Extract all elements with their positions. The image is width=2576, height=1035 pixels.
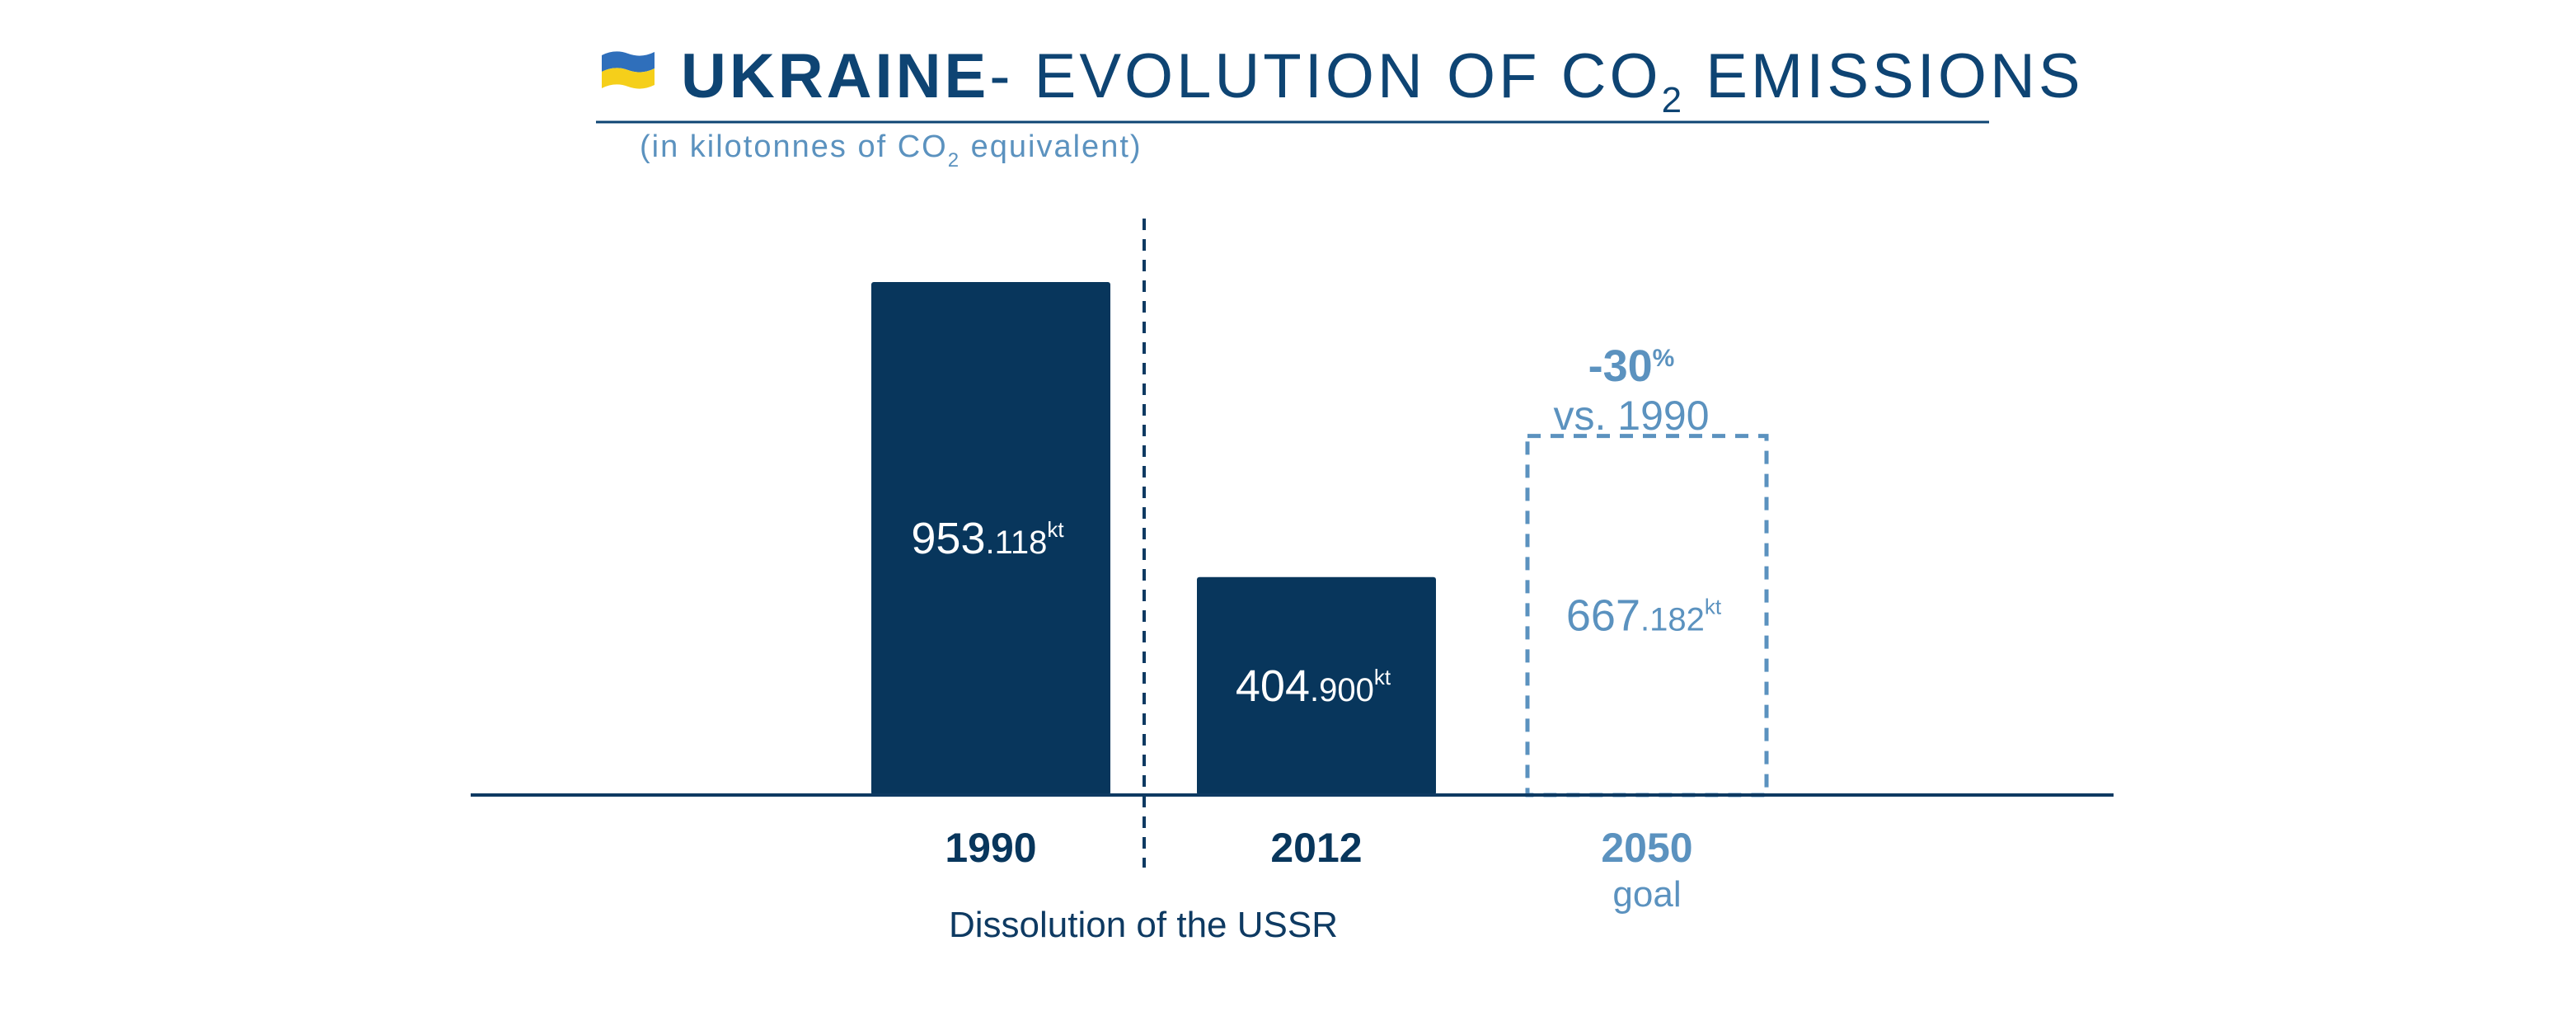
bar-value-label-2012: 404.900kt: [1236, 661, 1391, 711]
divider-label: Dissolution of the USSR: [949, 905, 1338, 945]
goal-comparison-annotation: vs. 1990: [1553, 393, 1709, 439]
chart-title: UKRAINE- EVOLUTION OF CO2 EMISSIONS: [681, 41, 2084, 120]
value-decimal: .900: [1310, 672, 1374, 708]
flag-yellow-stripe: [602, 68, 655, 89]
value-unit: kt: [1047, 517, 1064, 542]
value-unit: kt: [1374, 665, 1391, 689]
chart-subtitle: (in kilotonnes of CO2 equivalent): [640, 129, 1143, 172]
goal-percent-number: -30: [1588, 341, 1653, 391]
bar-1990: [871, 282, 1110, 795]
category-sublabel-2050: goal: [1612, 874, 1681, 915]
category-label-2050: 2050: [1601, 825, 1692, 871]
bar-value-label-2050: 667.182kt: [1566, 590, 1722, 640]
value-main: 667: [1566, 590, 1640, 640]
flag-blue-stripe: [602, 51, 655, 73]
ukraine-flag-icon: [602, 51, 655, 89]
value-main: 404: [1236, 661, 1310, 711]
value-unit: kt: [1705, 594, 1722, 619]
title-country: UKRAINE: [681, 41, 989, 111]
subtitle-suffix: equivalent): [960, 129, 1142, 164]
category-label-2012: 2012: [1270, 825, 1362, 871]
value-decimal: .182: [1640, 601, 1705, 637]
title-suffix: EMISSIONS: [1685, 41, 2083, 111]
title-subscript: 2: [1662, 80, 1685, 120]
bar-value-label-1990: 953.118kt: [911, 514, 1064, 563]
subtitle-subscript: 2: [948, 149, 960, 172]
goal-percent-annotation: -30%: [1588, 341, 1675, 391]
bar-2012: [1197, 576, 1436, 795]
title-rest: - EVOLUTION OF CO: [989, 41, 1661, 111]
value-decimal: .118: [985, 525, 1047, 561]
subtitle-prefix: (in kilotonnes of CO: [640, 129, 948, 164]
category-label-1990: 1990: [945, 825, 1036, 871]
value-main: 953: [911, 514, 985, 563]
goal-percent-sign: %: [1653, 345, 1675, 372]
